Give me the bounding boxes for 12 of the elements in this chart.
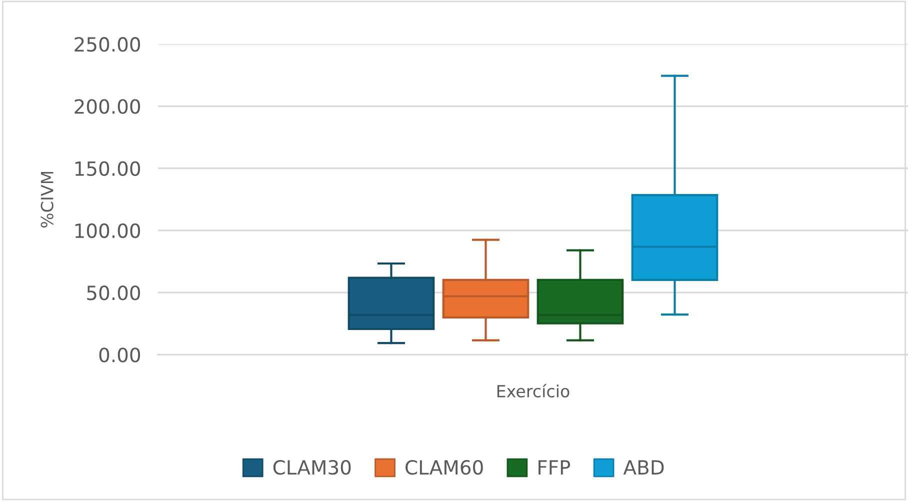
legend-label: FFP bbox=[538, 460, 570, 474]
y-tick-label: 0.00 bbox=[99, 348, 140, 362]
y-tick-label: 200.00 bbox=[74, 99, 140, 114]
legend-label: CLAM60 bbox=[406, 460, 483, 475]
y-tick-label: 250.00 bbox=[74, 37, 140, 52]
x-axis-title: Exercício bbox=[497, 384, 570, 398]
legend-label: ABD bbox=[623, 460, 664, 474]
y-tick-label: 50.00 bbox=[87, 286, 140, 300]
y-tick-label: 150.00 bbox=[75, 161, 140, 176]
y-axis-title: %CIVM bbox=[40, 172, 54, 228]
y-tick-label: 100.00 bbox=[75, 223, 140, 238]
legend-label: CLAM30 bbox=[273, 460, 351, 475]
